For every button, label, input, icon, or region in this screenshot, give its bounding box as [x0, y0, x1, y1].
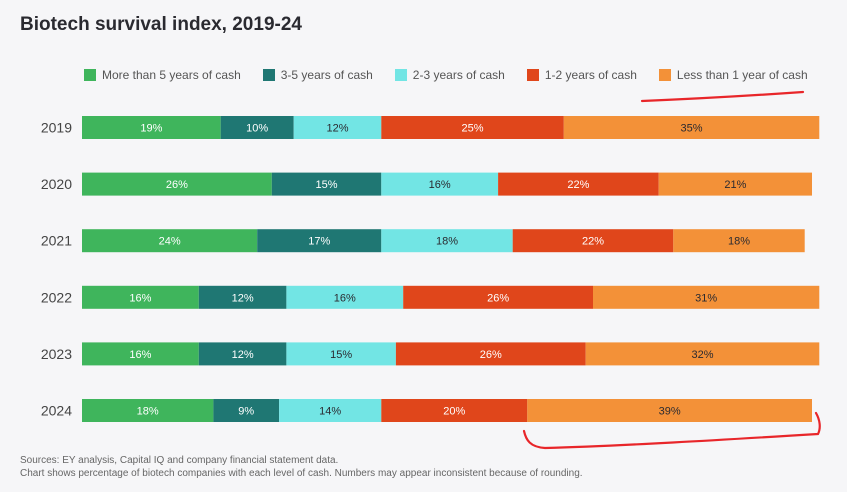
bar-segment: [381, 116, 564, 139]
legend-swatch-red: [526, 69, 539, 81]
bar-segment: [673, 229, 805, 253]
bar-value-label: 25%: [462, 123, 484, 135]
bar-value-label: 16%: [429, 179, 451, 191]
bar-value-label: 24%: [159, 236, 181, 248]
year-label: 2023: [41, 346, 72, 362]
bar-value-label: 20%: [443, 406, 465, 418]
bar-segment: [82, 342, 199, 366]
bar-segment: [293, 116, 382, 139]
bar-value-label: 22%: [567, 179, 589, 191]
legend-label: 2-3 years of cash: [412, 68, 505, 82]
bar-segment: [198, 285, 287, 309]
bar-segment: [381, 229, 513, 253]
year-label: 2019: [41, 120, 72, 136]
bar-segment: [213, 399, 280, 422]
bar-value-label: 19%: [140, 123, 162, 135]
legend-label: 1-2 years of cash: [544, 68, 637, 82]
bar-segment: [257, 229, 382, 253]
bar-value-label: 16%: [129, 292, 151, 304]
bar-value-label: 9%: [238, 406, 254, 418]
chart-legend: More than 5 years of cash 3-5 years of c…: [84, 68, 830, 82]
bar-value-label: 31%: [695, 292, 717, 304]
legend-item-more-than-5-years: More than 5 years of cash: [84, 68, 241, 82]
bar-segment: [82, 172, 272, 196]
bar-value-label: 17%: [308, 236, 330, 248]
year-label: 2024: [41, 403, 72, 419]
bar-segment: [585, 342, 820, 366]
bar-value-label: 14%: [319, 406, 341, 418]
chart-title: Biotech survival index, 2019-24: [20, 14, 302, 35]
legend-item-2-3-years: 2-3 years of cash: [394, 68, 505, 82]
bar-value-label: 21%: [724, 179, 746, 191]
bar-segment: [198, 342, 287, 366]
legend-swatch-teal: [262, 69, 275, 81]
bar-value-label: 18%: [436, 236, 458, 248]
bar-value-label: 12%: [232, 292, 254, 304]
bar-value-label: 26%: [487, 292, 509, 304]
bar-value-label: 22%: [582, 236, 604, 248]
bar-segment: [82, 229, 258, 253]
bar-segment: [82, 285, 199, 309]
legend-label: More than 5 years of cash: [102, 68, 241, 82]
bar-segment: [658, 172, 812, 196]
legend-label: 3-5 years of cash: [280, 68, 373, 82]
bar-segment: [395, 342, 586, 366]
legend-label: Less than 1 year of cash: [676, 68, 808, 82]
bar-value-label: 15%: [330, 349, 352, 361]
bar-segment: [563, 116, 820, 139]
year-label: 2021: [41, 233, 72, 249]
sources-line: Sources: EY analysis, Capital IQ and com…: [20, 455, 339, 466]
legend-item-1-2-years: 1-2 years of cash: [526, 68, 637, 82]
bar-segment: [279, 399, 382, 422]
bar-segment: [286, 342, 396, 366]
legend-item-less-than-1-year: Less than 1 year of cash: [658, 68, 808, 82]
bar-value-label: 12%: [232, 349, 254, 361]
bar-value-label: 32%: [691, 349, 713, 361]
bar-segment: [593, 285, 820, 309]
bar-value-label: 15%: [316, 179, 338, 191]
bar-segment: [381, 399, 528, 422]
year-label: 2022: [41, 289, 72, 305]
bar-value-label: 18%: [137, 406, 159, 418]
chart-sources-note: Sources: EY analysis, Capital IQ and com…: [20, 454, 583, 480]
bar-segment: [498, 172, 659, 196]
bar-segment: [381, 172, 499, 196]
bar-segment: [82, 399, 214, 422]
bar-value-label: 16%: [334, 292, 356, 304]
bar-segment: [271, 172, 382, 196]
bar-segment: [512, 229, 674, 253]
bar-value-label: 10%: [246, 123, 268, 135]
bar-segment: [286, 285, 404, 309]
year-label: 2020: [41, 176, 72, 192]
bar-value-label: 12%: [326, 123, 348, 135]
bar-value-label: 16%: [129, 349, 151, 361]
legend-item-3-5-years: 3-5 years of cash: [262, 68, 373, 82]
bar-segment: [403, 285, 593, 309]
legend-swatch-cyan: [394, 69, 407, 81]
bar-segment: [82, 116, 221, 139]
bar-value-label: 35%: [681, 123, 703, 135]
bar-value-label: 26%: [480, 349, 502, 361]
bar-value-label: 39%: [659, 406, 681, 418]
legend-swatch-green: [84, 69, 96, 81]
bar-value-label: 18%: [728, 236, 750, 248]
chart-note-line: Chart shows percentage of biotech compan…: [20, 468, 583, 479]
bar-segment: [220, 116, 294, 139]
legend-swatch-orange: [658, 69, 671, 81]
bar-value-label: 26%: [166, 179, 188, 191]
